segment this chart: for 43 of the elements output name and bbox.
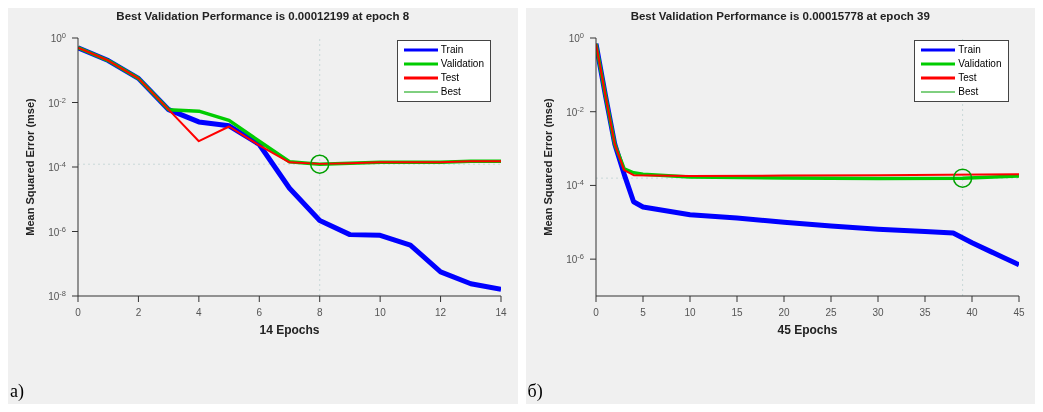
x-tick-label: 14 [495,307,507,318]
x-tick-label: 6 [256,307,263,318]
y-tick-label: 10$^{-2}$ [48,95,66,109]
x-tick-label: 0 [75,307,82,318]
legend-label: Best [958,85,979,99]
x-tick-label: 5 [639,307,646,318]
y-axis-title: Mean Squared Error (mse) [23,97,36,236]
legend-label: Train [440,43,464,57]
chart-title: Best Validation Performance is 0.00015778 at epoch 39 [629,10,931,22]
x-tick-label: 35 [918,307,931,318]
y-tick-label: 10$^{-2}$ [565,104,584,118]
x-axis-title: 45 Epochs [776,323,838,337]
x-tick-label: 25 [824,307,837,318]
chart-title: Best Validation Performance is 0.00012199 at epoch 8 [115,10,411,22]
text: б) [527,381,543,402]
x-tick-label: 12 [435,307,447,318]
text: а) [10,381,24,402]
x-tick-label: 4 [196,307,203,318]
x-tick-label: 30 [871,307,884,318]
y-tick-label: 10$^{-6}$ [565,251,584,266]
x-tick-label: 10 [683,307,696,318]
legend-label: Validation [958,57,1002,71]
legend-label: Test [440,71,460,85]
legend-label: Best [440,85,461,99]
y-tick-label: 10$^{0}$ [568,30,584,44]
x-tick-label: 15 [730,307,743,318]
x-tick-label: 8 [316,307,323,318]
legend-label: Test [958,71,977,85]
x-tick-label: 2 [135,307,142,318]
y-tick-label: 10$^{0}$ [50,30,66,44]
x-tick-label: 45 [1012,307,1025,318]
y-tick-label: 10$^{-4}$ [565,177,584,192]
y-axis-title: Mean Squared Error (mse) [541,97,554,236]
x-tick-label: 0 [592,307,599,318]
x-tick-label: 20 [777,307,790,318]
x-tick-label: 40 [965,307,978,318]
y-tick-label: 10$^{-8}$ [48,288,66,302]
legend-label: Train [958,43,981,57]
legend-label: Validation [440,57,484,71]
x-tick-label: 10 [374,307,387,318]
x-axis-title: 14 Epochs [259,323,320,337]
y-tick-label: 10$^{-4}$ [48,159,66,173]
y-tick-label: 10$^{-6}$ [48,224,66,238]
